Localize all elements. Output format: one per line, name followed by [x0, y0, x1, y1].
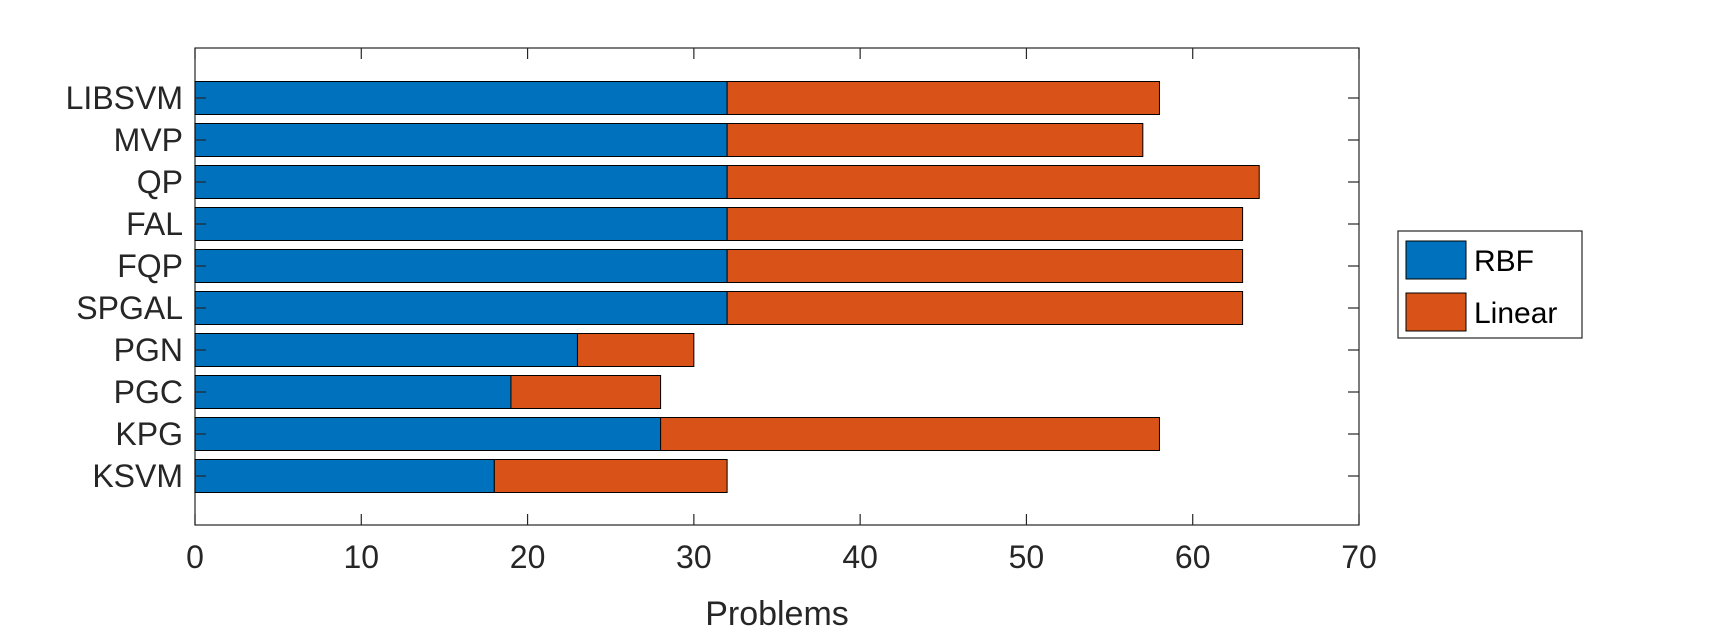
bar-linear-fal: [726, 207, 1244, 241]
x-tick-label: 20: [510, 539, 546, 575]
y-tick-label-pgc: PGC: [114, 374, 183, 410]
bar-linear-spgal: [726, 291, 1244, 325]
bar-linear-libsvm: [726, 81, 1160, 115]
y-axis-ticks: LIBSVM MVP QP FAL FQP SPGAL PGN PGC KPG KSVM: [66, 80, 1359, 494]
x-axis-label: Problems: [705, 595, 849, 633]
x-axis-ticks: 0 10 20 30 40 50 60 70: [186, 48, 1377, 575]
bar-linear-mvp: [726, 123, 1144, 157]
bar-rbf-qp: [194, 165, 728, 199]
bar-rbf-mvp: [194, 123, 728, 157]
legend-label-linear: Linear: [1474, 297, 1557, 330]
x-tick-label: 10: [343, 539, 379, 575]
legend-swatch-rbf: [1405, 240, 1467, 280]
legend: RBF Linear: [1397, 230, 1583, 339]
legend-label-rbf: RBF: [1474, 245, 1534, 278]
y-tick-label-fal: FAL: [126, 206, 183, 242]
y-tick-label-spgal: SPGAL: [76, 290, 183, 326]
bar-rbf-pgn: [194, 333, 578, 367]
y-tick-label-pgn: PGN: [114, 332, 183, 368]
bar-linear-kpg: [660, 417, 1160, 451]
bar-linear-pgn: [576, 333, 695, 367]
x-tick-label: 40: [842, 539, 878, 575]
bar-linear-ksvm: [493, 459, 728, 493]
bar-rbf-fqp: [194, 249, 728, 283]
x-tick-label: 30: [676, 539, 712, 575]
y-tick-label-ksvm: KSVM: [92, 458, 183, 494]
y-tick-label-qp: QP: [137, 164, 183, 200]
y-tick-label-libsvm: LIBSVM: [66, 80, 183, 116]
x-tick-label: 60: [1175, 539, 1211, 575]
legend-swatch-linear: [1405, 292, 1467, 332]
bar-rbf-libsvm: [194, 81, 728, 115]
bar-linear-qp: [726, 165, 1260, 199]
bar-rbf-fal: [194, 207, 728, 241]
bar-linear-fqp: [726, 249, 1244, 283]
x-tick-label: 70: [1341, 539, 1377, 575]
plot-area: [194, 47, 1360, 526]
x-tick-label: 50: [1009, 539, 1045, 575]
y-tick-label-fqp: FQP: [117, 248, 183, 284]
bar-rbf-ksvm: [194, 459, 495, 493]
x-tick-label: 0: [186, 539, 204, 575]
bar-rbf-spgal: [194, 291, 728, 325]
bar-rbf-pgc: [194, 375, 512, 409]
y-tick-label-mvp: MVP: [114, 122, 183, 158]
bars-layer: [194, 81, 1260, 493]
bar-linear-pgc: [510, 375, 662, 409]
y-tick-label-kpg: KPG: [115, 416, 183, 452]
bar-rbf-kpg: [194, 417, 662, 451]
